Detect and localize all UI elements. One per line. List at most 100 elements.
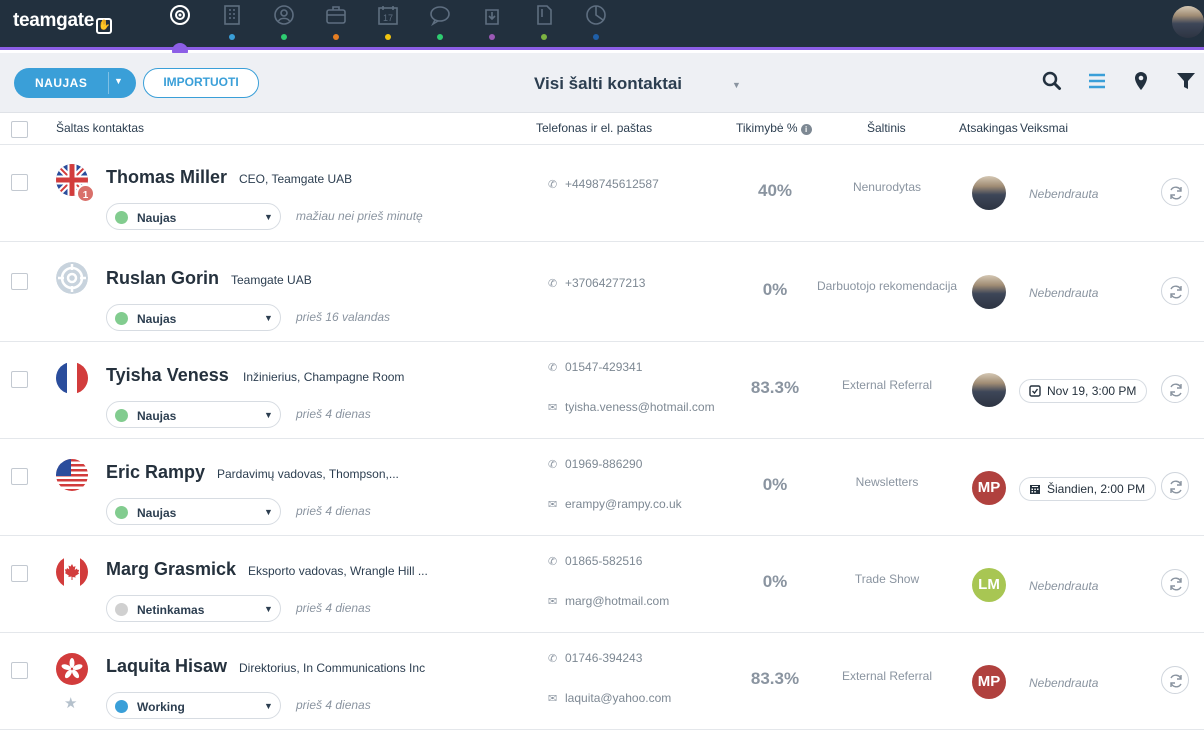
- column-header-source[interactable]: Šaltinis: [867, 121, 906, 135]
- status-dropdown[interactable]: Naujas ▼: [106, 203, 281, 230]
- new-button[interactable]: NAUJAS ▼: [14, 68, 136, 98]
- contact-name[interactable]: Marg Grasmick: [106, 559, 237, 579]
- user-avatar[interactable]: [1172, 6, 1204, 38]
- phone-field[interactable]: ✆ 01969-886290: [548, 457, 642, 471]
- status-dropdown[interactable]: Naujas ▼: [106, 401, 281, 428]
- status-dropdown[interactable]: Naujas ▼: [106, 304, 281, 331]
- nav-dot: [593, 34, 599, 40]
- filter-icon[interactable]: [1175, 70, 1197, 92]
- table-row[interactable]: ★ Laquita Hisaw Direktorius, In Communic…: [0, 633, 1204, 730]
- status-dot: [115, 506, 128, 519]
- usa-flag-icon: [56, 459, 88, 491]
- nav-cold-contacts[interactable]: [165, 4, 195, 44]
- refresh-icon: [1170, 186, 1182, 200]
- target-icon: [170, 5, 190, 25]
- pie-chart-icon: [586, 5, 606, 25]
- nav-documents[interactable]: [529, 4, 559, 44]
- nav-messages[interactable]: [425, 4, 455, 44]
- row-checkbox[interactable]: [11, 565, 28, 582]
- column-header-phone-email[interactable]: Telefonas ir el. paštas: [536, 121, 653, 135]
- refresh-button[interactable]: [1161, 569, 1189, 597]
- nav-companies[interactable]: [217, 4, 247, 44]
- owner-avatar[interactable]: LM: [972, 568, 1006, 602]
- search-icon[interactable]: [1041, 70, 1063, 92]
- phone-field[interactable]: ✆ +4498745612587: [548, 177, 659, 191]
- last-updated: prieš 16 valandas: [296, 310, 391, 324]
- contact-name[interactable]: Tyisha Veness: [106, 365, 229, 385]
- task-chip[interactable]: Šiandien, 2:00 PM: [1019, 477, 1157, 501]
- svg-text:17: 17: [383, 13, 393, 23]
- contact-title: Direktorius, In Communications Inc: [239, 661, 426, 675]
- row-checkbox[interactable]: [11, 174, 28, 191]
- email-field[interactable]: ✉ tyisha.veness@hotmail.com: [548, 400, 715, 414]
- last-updated: mažiau nei prieš minutę: [296, 209, 423, 223]
- row-checkbox[interactable]: [11, 371, 28, 388]
- nav-reports[interactable]: [581, 4, 611, 44]
- row-checkbox[interactable]: [11, 273, 28, 290]
- teamgate-logo[interactable]: teamgate ✋: [13, 10, 113, 34]
- contact-name[interactable]: Laquita Hisaw: [106, 656, 228, 676]
- phone-number: 01969-886290: [565, 457, 643, 471]
- phone-field[interactable]: ✆ 01865-582516: [548, 554, 642, 568]
- row-checkbox[interactable]: [11, 662, 28, 679]
- phone-field[interactable]: ✆ +37064277213: [548, 276, 645, 290]
- table-row[interactable]: Tyisha Veness Inžinierius, Champagne Roo…: [0, 342, 1204, 439]
- toolbar: NAUJAS ▼ IMPORTUOTI Visi šalti kontaktai…: [0, 53, 1204, 113]
- nav-inbox[interactable]: [477, 4, 507, 44]
- nav-calendar[interactable]: 17: [373, 4, 403, 44]
- table-row[interactable]: Marg Grasmick Eksporto vadovas, Wrangle …: [0, 536, 1204, 633]
- table-row[interactable]: Ruslan Gorin Teamgate UAB Naujas ▼ prieš…: [0, 242, 1204, 342]
- column-header-owner[interactable]: Atsakingas: [959, 121, 1018, 135]
- task-chip[interactable]: Nov 19, 3:00 PM: [1019, 379, 1148, 403]
- nav-people[interactable]: [269, 4, 299, 44]
- top-navigation-bar: teamgate ✋ 17: [0, 0, 1204, 50]
- refresh-button[interactable]: [1161, 178, 1189, 206]
- action-status: Nebendrauta: [1029, 187, 1099, 201]
- status-dropdown[interactable]: Working ▼: [106, 692, 281, 719]
- chevron-down-icon[interactable]: ▼: [732, 80, 741, 90]
- chevron-down-icon: ▼: [264, 313, 273, 323]
- refresh-button[interactable]: [1161, 666, 1189, 694]
- email-field[interactable]: ✉ laquita@yahoo.com: [548, 691, 671, 705]
- status-dropdown[interactable]: Naujas ▼: [106, 498, 281, 525]
- table-row[interactable]: 1 Thomas Miller CEO, Teamgate UAB Naujas…: [0, 145, 1204, 242]
- view-selector[interactable]: Visi šalti kontaktai: [534, 74, 683, 93]
- owner-avatar[interactable]: [972, 373, 1006, 407]
- refresh-button[interactable]: [1161, 472, 1189, 500]
- contact-name[interactable]: Eric Rampy: [106, 462, 206, 482]
- chevron-down-icon[interactable]: ▼: [114, 76, 124, 86]
- nav-dot: [541, 34, 547, 40]
- phone-icon: ✆: [548, 362, 558, 374]
- nav-deals[interactable]: [321, 4, 351, 44]
- email-field[interactable]: ✉ marg@hotmail.com: [548, 594, 669, 608]
- phone-field[interactable]: ✆ 01547-429341: [548, 360, 642, 374]
- divider: [108, 72, 109, 94]
- email-field[interactable]: ✉ erampy@rampy.co.uk: [548, 497, 682, 511]
- status-dropdown[interactable]: Netinkamas ▼: [106, 595, 281, 622]
- map-pin-icon[interactable]: [1130, 70, 1152, 92]
- table-row[interactable]: Eric Rampy Pardavimų vadovas, Thompson,.…: [0, 439, 1204, 536]
- contact-name[interactable]: Thomas Miller: [106, 167, 228, 187]
- refresh-button[interactable]: [1161, 277, 1189, 305]
- column-header-contact[interactable]: Šaltas kontaktas: [56, 121, 145, 135]
- import-button[interactable]: IMPORTUOTI: [143, 68, 259, 98]
- refresh-button[interactable]: [1161, 375, 1189, 403]
- action-status: Nebendrauta: [1029, 579, 1099, 593]
- owner-avatar[interactable]: [972, 275, 1006, 309]
- select-all-checkbox[interactable]: [11, 121, 28, 138]
- info-icon[interactable]: i: [800, 124, 812, 135]
- contact-name[interactable]: Ruslan Gorin: [106, 268, 220, 288]
- owner-avatar[interactable]: MP: [972, 665, 1006, 699]
- owner-avatar[interactable]: [972, 176, 1006, 210]
- row-checkbox[interactable]: [11, 468, 28, 485]
- contact-title: CEO, Teamgate UAB: [239, 172, 353, 186]
- list-view-icon[interactable]: [1086, 70, 1108, 92]
- email-address: laquita@yahoo.com: [565, 691, 672, 705]
- contact-title: Inžinierius, Champagne Room: [243, 370, 405, 384]
- column-header-probability[interactable]: Tikimybė % i: [736, 121, 812, 135]
- phone-number: 01547-429341: [565, 360, 643, 374]
- phone-field[interactable]: ✆ 01746-394243: [548, 651, 642, 665]
- star-icon[interactable]: ★: [64, 695, 78, 712]
- status-label: Naujas: [137, 506, 177, 520]
- owner-avatar[interactable]: MP: [972, 471, 1006, 505]
